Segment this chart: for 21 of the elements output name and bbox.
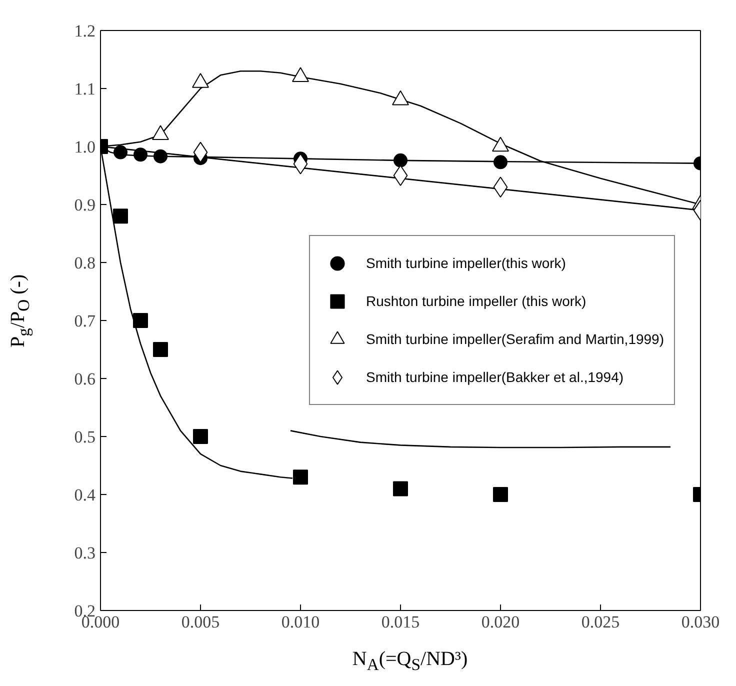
y-tick-label: 1.0 — [74, 138, 96, 156]
x-tick-label: 0.030 — [681, 612, 720, 632]
y-tick-label: 0.6 — [74, 370, 96, 388]
x-tick-label: 0.005 — [181, 612, 220, 632]
legend-label: Smith turbine impeller(Bakker et al.,1994) — [366, 369, 624, 385]
x-tick-label: 0.025 — [581, 612, 620, 632]
y-tick-label: 0.3 — [74, 544, 96, 562]
y-tick-label: 0.8 — [74, 254, 96, 272]
legend-label: Smith turbine impeller(Serafim and Martin,1999) — [366, 331, 664, 347]
legend-label: Smith turbine impeller(this work) — [366, 255, 566, 271]
y-tick-label: 1.2 — [74, 22, 96, 40]
y-tick-label: 0.7 — [74, 312, 96, 330]
y-tick-label: 1.1 — [74, 80, 96, 98]
y-tick-label: 0.5 — [74, 428, 96, 446]
x-tick-label: 0.010 — [281, 612, 320, 632]
x-axis-title: N$_{A}$(=Q$_{S}$/ND³) — [352, 647, 468, 676]
legend-label: Rushton turbine impeller (this work) — [366, 293, 586, 309]
y-tick-label: 0.4 — [74, 486, 96, 504]
y-tick-label: 0.9 — [74, 196, 96, 214]
x-tick-label: 0.015 — [381, 612, 420, 632]
x-tick-label: 0.020 — [481, 612, 520, 632]
